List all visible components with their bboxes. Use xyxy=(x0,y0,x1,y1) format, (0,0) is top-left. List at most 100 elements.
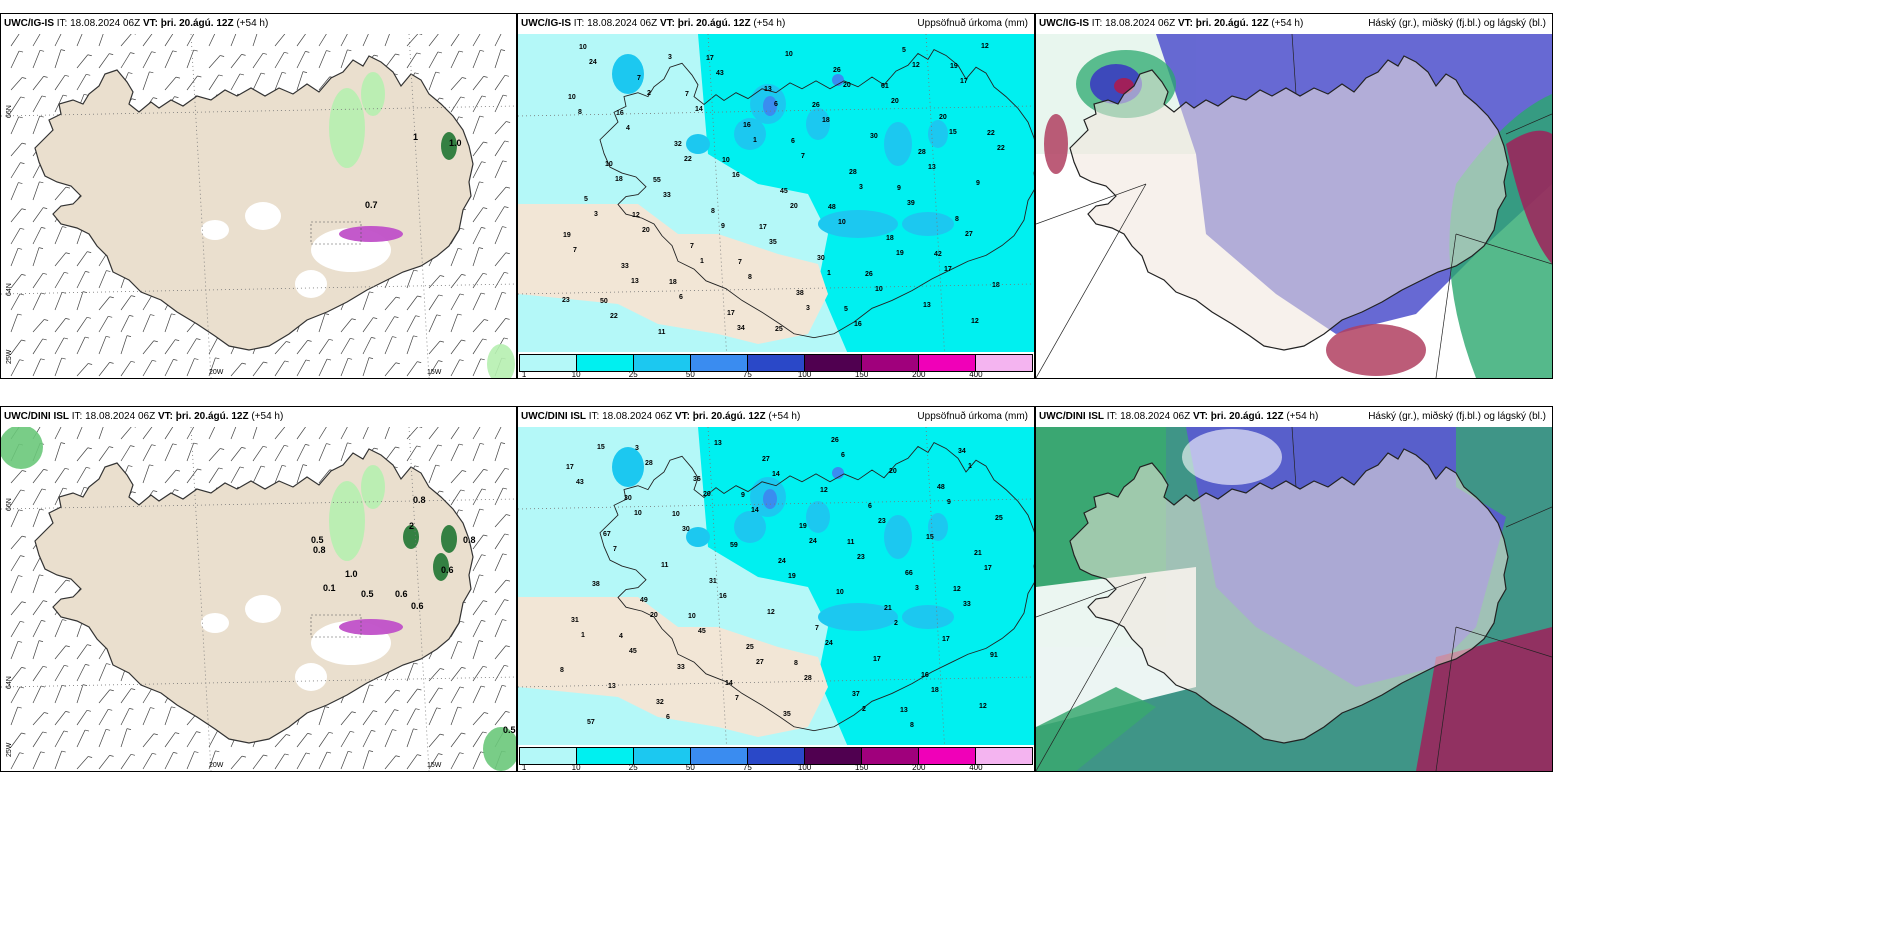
precip-value: 91 xyxy=(990,652,998,659)
longitude-label: 15W xyxy=(427,762,442,769)
precip-value: 17 xyxy=(727,310,735,317)
colorbar-label: 400 xyxy=(969,370,983,379)
cloud-map-panel-bottom: UWC/DINI ISL IT: 18.08.2024 06Z VT: þri.… xyxy=(1035,406,1553,772)
precip-value: 18 xyxy=(992,282,1000,289)
colorbar-label: 400 xyxy=(969,763,983,772)
panel-variable: Uppsöfnuð úrkoma (mm) xyxy=(917,18,1028,29)
precip-value: 7 xyxy=(613,546,617,553)
precip-value: 37 xyxy=(852,691,860,698)
colorbar-swatch xyxy=(577,748,634,764)
latitude-label: 66N xyxy=(6,498,13,511)
precip-value: 12 xyxy=(820,487,828,494)
precip-value: 38 xyxy=(592,581,600,588)
precip-value: 45 xyxy=(698,628,706,635)
valid-time: þri. 20.ágú. 12Z xyxy=(692,411,766,422)
precip-value: 9 xyxy=(976,180,980,187)
precip-value: 48 xyxy=(937,484,945,491)
precip-value: 10 xyxy=(722,157,730,164)
precip-map: 1012776591919161810254861422250551717262… xyxy=(518,34,1034,354)
model-name: UWC/DINI ISL xyxy=(521,411,586,422)
wind-map-panel-bottom: UWC/DINI ISL IT: 18.08.2024 06Z VT: þri.… xyxy=(0,406,517,772)
precip-value: 57 xyxy=(587,719,595,726)
panel-title: UWC/DINI ISL IT: 18.08.2024 06Z VT: þri.… xyxy=(1036,407,1552,427)
precip-value: 0.6 xyxy=(441,565,454,575)
precip-value: 0.7 xyxy=(365,200,378,210)
precip-value: 6 xyxy=(666,714,670,721)
precip-value: 45 xyxy=(780,188,788,195)
precip-value: 7 xyxy=(637,75,641,82)
colorbar-swatch xyxy=(691,355,748,371)
precip-value: 20 xyxy=(790,203,798,210)
precip-value: 19 xyxy=(799,523,807,530)
colorbar-label: 150 xyxy=(854,763,869,772)
precip-value: 45 xyxy=(629,648,637,655)
precip-value: 0.8 xyxy=(463,535,476,545)
precip-value: 14 xyxy=(725,680,733,687)
precip-value: 16 xyxy=(719,593,727,600)
colorbar-label: 25 xyxy=(628,763,638,772)
it-label: IT: xyxy=(1091,18,1103,29)
precip-value: 4 xyxy=(619,633,623,640)
colorbar-label: 50 xyxy=(685,763,695,772)
precip-value: 27 xyxy=(762,456,770,463)
snow-area xyxy=(339,619,403,635)
panel-variable: Háský (gr.), miðský (fj.bl.) og lágský (… xyxy=(1368,18,1546,29)
precip-value: 6 xyxy=(774,101,778,108)
precip-value: 20 xyxy=(889,468,897,475)
colorbar-label: 10 xyxy=(571,370,581,379)
precip-value: 5 xyxy=(584,196,588,203)
precip-value: 48 xyxy=(828,204,836,211)
precip-value: 26 xyxy=(865,271,873,278)
precip-value: 16 xyxy=(854,321,862,328)
it-label: IT: xyxy=(573,18,585,29)
panel-title: UWC/IG-IS IT: 18.08.2024 06Z VT: þri. 20… xyxy=(1,14,516,34)
precip-value: 7 xyxy=(685,91,689,98)
latitude-label: 25W xyxy=(6,349,13,364)
precip-value: 43 xyxy=(576,479,584,486)
graticule xyxy=(1,34,516,378)
precip-value: 35 xyxy=(769,239,777,246)
latitude-label: 66N xyxy=(6,105,13,118)
colorbar-label: 100 xyxy=(797,370,812,379)
precip-value: 1 xyxy=(413,132,418,142)
precip-shading xyxy=(518,34,1034,354)
precip-value: 28 xyxy=(804,675,812,682)
precip-value: 24 xyxy=(809,538,817,545)
precip-value: 0.6 xyxy=(411,601,424,611)
colorbar-label: 10 xyxy=(571,763,581,772)
precip-value: 12 xyxy=(912,62,920,69)
precip-value: 21 xyxy=(974,550,982,557)
precip-value: 42 xyxy=(934,251,942,258)
precip-value: 21 xyxy=(884,605,892,612)
precip-value: 15 xyxy=(597,444,605,451)
colorbar-swatch xyxy=(976,355,1032,371)
precip-value: 50 xyxy=(600,298,608,305)
iceland-landmass xyxy=(1069,55,1509,351)
precip-value: 7 xyxy=(690,243,694,250)
colorbar-swatch xyxy=(862,748,919,764)
precip-value: 8 xyxy=(711,208,715,215)
longitude-label: 15W xyxy=(427,369,442,376)
iceland-coastline xyxy=(599,441,1034,732)
precip-value: 18 xyxy=(886,235,894,242)
precip-value: 8 xyxy=(910,722,914,729)
precip-value: 20 xyxy=(891,98,899,105)
precip-value: 0.8 xyxy=(413,495,426,505)
precip-value: 30 xyxy=(624,495,632,502)
precip-value: 20 xyxy=(703,491,711,498)
precip-value: 18 xyxy=(615,176,623,183)
precip-value: 13 xyxy=(714,440,722,447)
light-precip-area xyxy=(361,72,385,116)
precip-value: 3 xyxy=(668,54,672,61)
colorbar-swatch xyxy=(748,355,805,371)
light-precip-area xyxy=(329,481,365,561)
precip-value: 23 xyxy=(562,297,570,304)
precip-value: 19 xyxy=(896,250,904,257)
precip-value: 13 xyxy=(900,707,908,714)
vt-label: VT: xyxy=(157,411,173,422)
glacier xyxy=(245,595,281,623)
precip-value: 20 xyxy=(939,114,947,121)
precip-value: 17 xyxy=(984,565,992,572)
iceland-landmass xyxy=(1069,448,1509,744)
precip-value: 17 xyxy=(566,464,574,471)
